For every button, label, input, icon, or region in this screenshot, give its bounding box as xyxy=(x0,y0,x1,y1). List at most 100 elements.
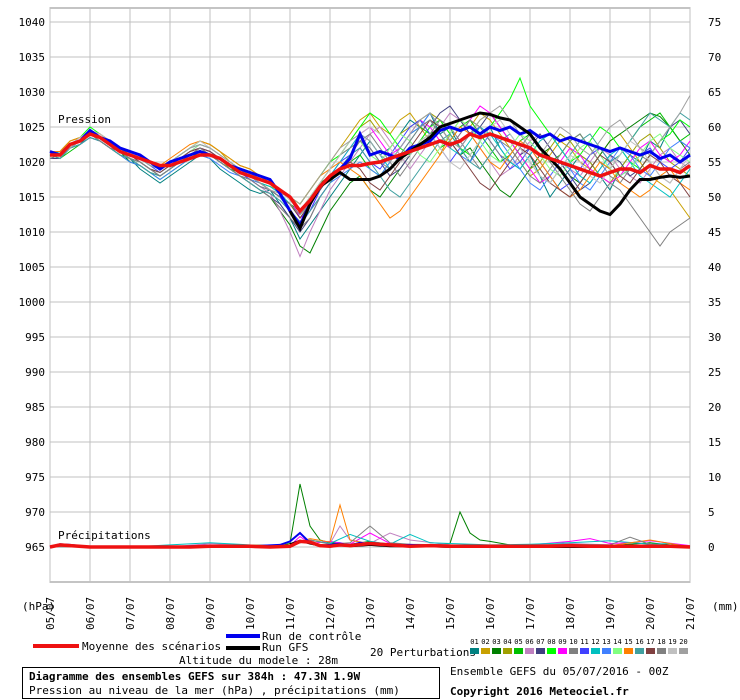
chart-title: Diagramme des ensembles GEFS sur 384h : … xyxy=(29,670,361,683)
y-tick-right: 60 xyxy=(708,121,721,134)
x-tick: 11/07 xyxy=(284,597,297,630)
member-id: 18 xyxy=(657,638,666,646)
y-tick-right: 10 xyxy=(708,471,721,484)
y-tick-left: 980 xyxy=(25,436,45,449)
member-swatch xyxy=(558,648,567,654)
member-swatch xyxy=(602,648,611,654)
y-tick-left: 990 xyxy=(25,366,45,379)
chart-subtitle: Pression au niveau de la mer (hPa) , pré… xyxy=(29,684,400,697)
perturbation-line-17 xyxy=(50,119,691,219)
member-swatch xyxy=(624,648,633,654)
member-swatch xyxy=(492,648,501,654)
y-tick-right: 65 xyxy=(708,86,721,99)
member-id: 06 xyxy=(525,638,534,646)
member-id: 05 xyxy=(514,638,523,646)
model-altitude: Altitude du modele : 28m xyxy=(179,654,338,667)
member-id: 08 xyxy=(547,638,556,646)
right-axis-unit: (mm) xyxy=(712,600,739,613)
member-legend-item: 06 xyxy=(524,638,535,654)
x-tick: 15/07 xyxy=(444,597,457,630)
member-id: 09 xyxy=(558,638,567,646)
member-legend-item: 20 xyxy=(678,638,689,654)
member-swatch xyxy=(580,648,589,654)
member-swatch xyxy=(547,648,556,654)
member-swatch xyxy=(591,648,600,654)
x-tick: 05/07 xyxy=(44,597,57,630)
member-swatch xyxy=(536,648,545,654)
precip-label: Précipitations xyxy=(58,529,151,542)
run-info: Ensemble GEFS du 05/07/2016 - 00Z xyxy=(450,665,669,678)
member-swatch xyxy=(668,648,677,654)
footer-title-box: Diagramme des ensembles GEFS sur 384h : … xyxy=(22,667,440,699)
member-id: 07 xyxy=(536,638,545,646)
member-swatch xyxy=(514,648,523,654)
y-tick-right: 45 xyxy=(708,226,721,239)
member-swatch xyxy=(635,648,644,654)
x-tick: 07/07 xyxy=(124,597,137,630)
member-id: 12 xyxy=(591,638,600,646)
y-tick-right: 30 xyxy=(708,331,721,344)
x-tick: 08/07 xyxy=(164,597,177,630)
member-id: 02 xyxy=(481,638,490,646)
y-tick-right: 70 xyxy=(708,51,721,64)
left-axis-unit: (hPa) xyxy=(22,600,55,613)
x-tick: 13/07 xyxy=(364,597,377,630)
legend-member-swatches: 01 02 03 04 05 06 07 08 09 10 11 12 13 14 15 16 17 18 19 20 xyxy=(469,638,693,658)
y-tick-left: 970 xyxy=(25,506,45,519)
legend-gfs-label: Run GFS xyxy=(262,641,309,654)
member-swatch xyxy=(657,648,666,654)
y-tick-left: 985 xyxy=(25,401,45,414)
member-id: 14 xyxy=(613,638,622,646)
member-legend-item: 19 xyxy=(667,638,678,654)
x-tick: 06/07 xyxy=(84,597,97,630)
precip-mean-line xyxy=(49,539,691,549)
member-legend-item: 15 xyxy=(623,638,634,654)
y-tick-left: 1000 xyxy=(19,296,46,309)
legend-gfs-swatch xyxy=(226,646,260,650)
perturbation-line-18 xyxy=(49,119,691,247)
gfs-run-line xyxy=(288,111,691,232)
member-id: 19 xyxy=(668,638,677,646)
member-swatch xyxy=(481,648,490,654)
member-legend-item: 05 xyxy=(513,638,524,654)
member-swatch xyxy=(646,648,655,654)
member-legend-item: 03 xyxy=(491,638,502,654)
member-legend-item: 16 xyxy=(634,638,645,654)
y-tick-left: 965 xyxy=(25,541,45,554)
member-legend-item: 02 xyxy=(480,638,491,654)
x-tick: 21/07 xyxy=(684,597,697,630)
member-swatch xyxy=(470,648,479,654)
member-legend-item: 01 xyxy=(469,638,480,654)
legend-mean-swatch xyxy=(33,644,79,648)
member-swatch xyxy=(569,648,578,654)
member-id: 03 xyxy=(492,638,501,646)
member-legend-item: 07 xyxy=(535,638,546,654)
member-legend-item: 11 xyxy=(579,638,590,654)
legend-control-label: Run de contrôle xyxy=(262,630,362,643)
member-legend-item: 10 xyxy=(568,638,579,654)
y-tick-left: 1025 xyxy=(19,121,46,134)
y-tick-right: 35 xyxy=(708,296,721,309)
y-tick-right: 55 xyxy=(708,156,721,169)
member-swatch xyxy=(679,648,688,654)
member-id: 16 xyxy=(635,638,644,646)
member-swatch xyxy=(525,648,534,654)
x-tick: 17/07 xyxy=(524,597,537,630)
member-swatch xyxy=(503,648,512,654)
x-tick: 18/07 xyxy=(564,597,577,630)
x-tick: 20/07 xyxy=(644,597,657,630)
member-id: 10 xyxy=(569,638,578,646)
x-tick: 14/07 xyxy=(404,597,417,630)
y-tick-right: 75 xyxy=(708,16,721,29)
member-id: 01 xyxy=(470,638,479,646)
member-legend-item: 13 xyxy=(601,638,612,654)
y-tick-right: 40 xyxy=(708,261,721,274)
member-id: 11 xyxy=(580,638,589,646)
member-swatch xyxy=(613,648,622,654)
y-tick-left: 1040 xyxy=(19,16,46,29)
member-legend-item: 17 xyxy=(645,638,656,654)
y-tick-left: 975 xyxy=(25,471,45,484)
member-id: 13 xyxy=(602,638,611,646)
copyright: Copyright 2016 Meteociel.fr xyxy=(450,685,629,698)
